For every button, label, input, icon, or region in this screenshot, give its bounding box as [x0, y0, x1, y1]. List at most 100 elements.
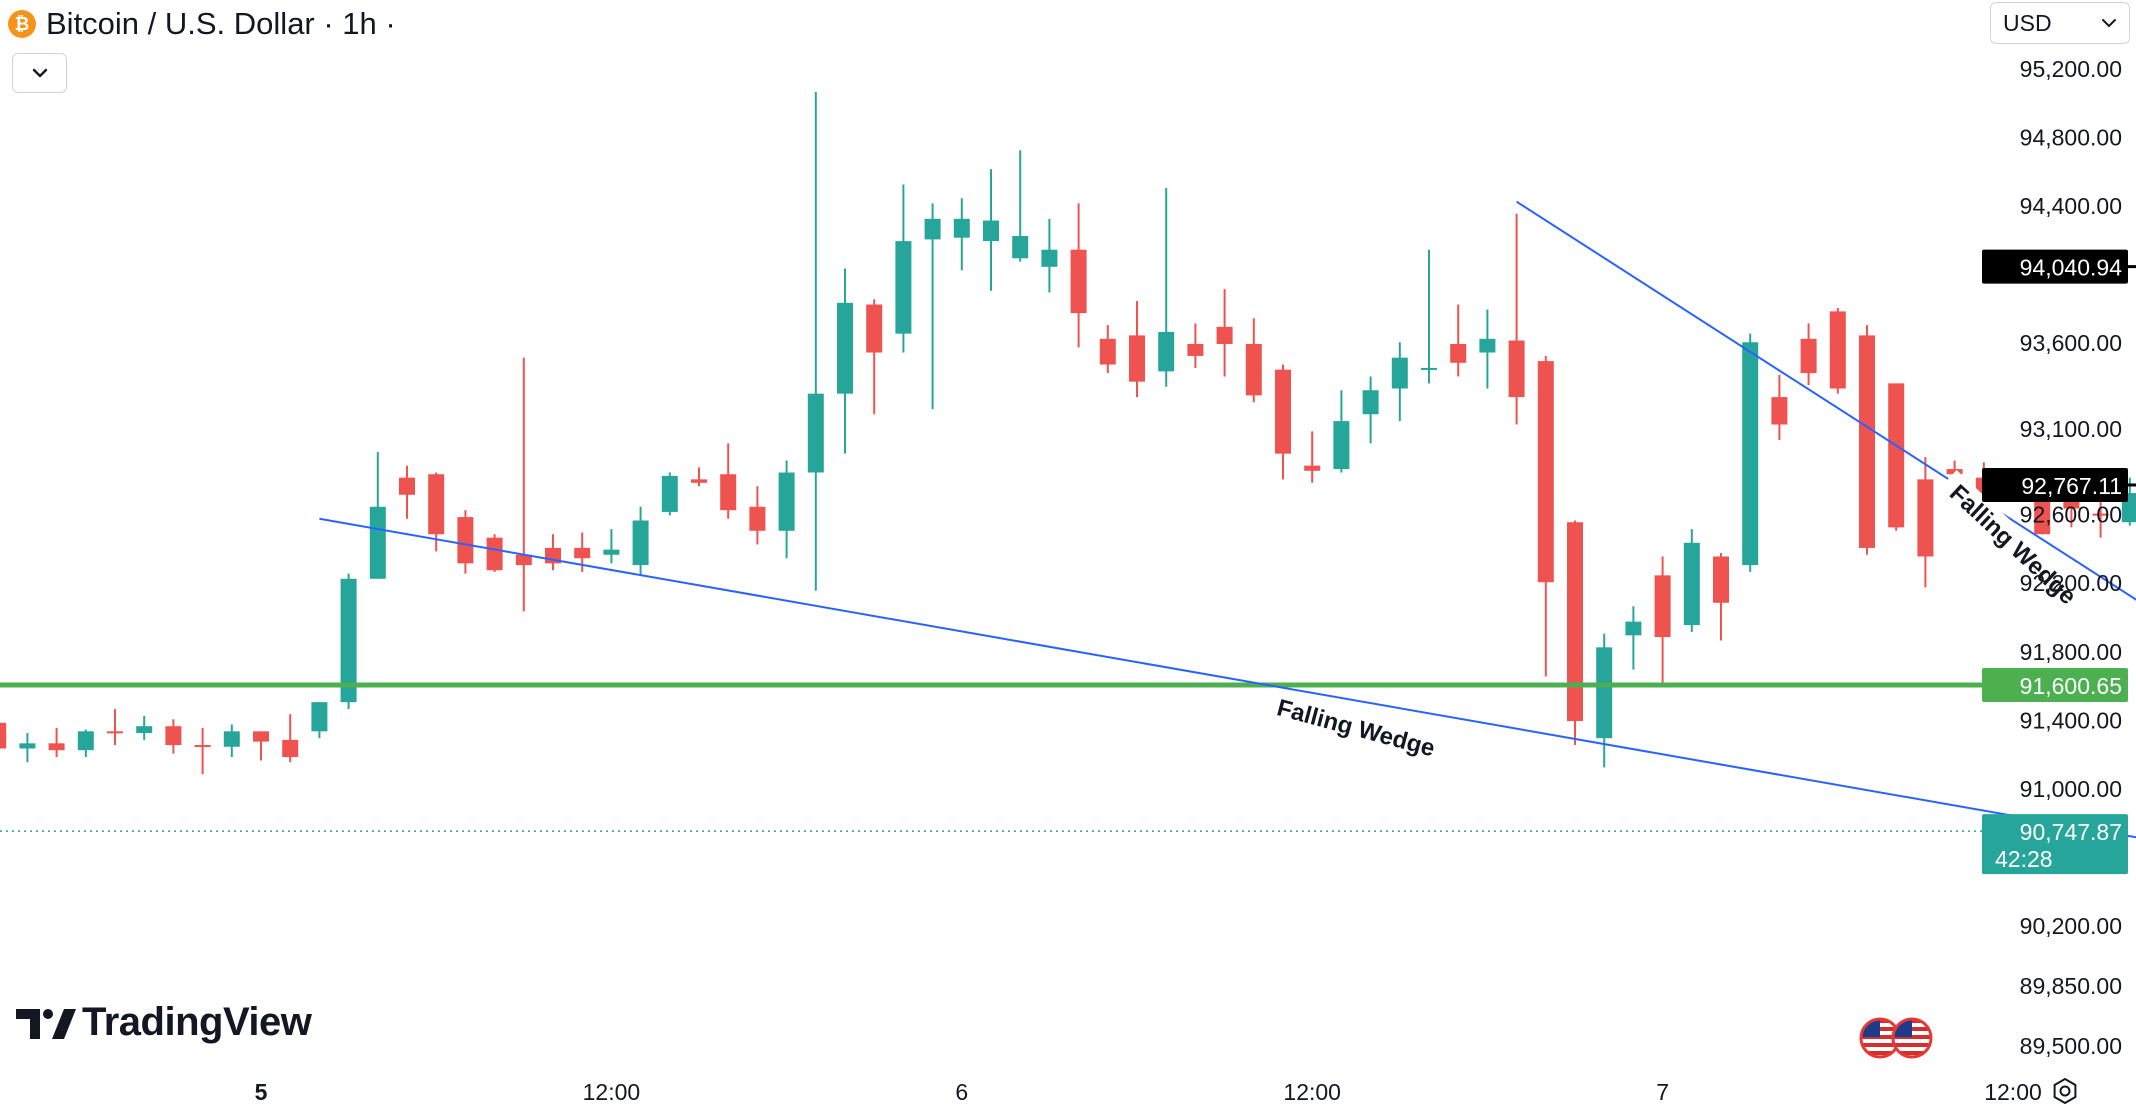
candle [340, 573, 357, 710]
price-tick-label: 93,600.00 [2020, 330, 2122, 356]
candle [603, 529, 620, 564]
candle-body [866, 304, 883, 353]
candle-body [48, 743, 65, 751]
support-badge-text: 91,600.65 [2020, 673, 2122, 699]
us-flag-icon[interactable] [1858, 1015, 1938, 1061]
logo-text: TradingView [82, 1000, 312, 1044]
currency-selector[interactable]: USD [1990, 2, 2130, 44]
candle-body [1946, 469, 1963, 475]
candle [1245, 318, 1262, 403]
time-tick-label: 12:00 [1283, 1079, 1341, 1105]
candle [1099, 325, 1116, 374]
candle-body [1245, 343, 1262, 396]
candle [48, 727, 65, 758]
candle [545, 534, 561, 571]
candle-body [1537, 361, 1554, 583]
candle [1216, 289, 1233, 377]
bitcoin-icon: ₿ [8, 10, 36, 38]
price-axis[interactable]: 95,200.00 94,800.00 94,400.00 93,600.00 93,1… [1982, 56, 2128, 1059]
wedge-upper-line[interactable] [1516, 200, 2136, 877]
candle-body [1099, 338, 1116, 365]
candle [1421, 249, 1437, 384]
candle [77, 729, 94, 758]
candle [515, 357, 532, 612]
candles-layer [0, 91, 2136, 775]
candle [136, 715, 153, 740]
last-price-badge-countdown: 42:28 [1995, 846, 2053, 872]
target2-badge-text: 92,767.11 [2021, 473, 2122, 499]
candle-body [1421, 367, 1437, 370]
candle-body [1275, 369, 1291, 454]
candle-body [223, 731, 240, 747]
price-tick-label: 91,400.00 [2020, 707, 2122, 733]
candle [1713, 553, 1729, 641]
candle [691, 467, 707, 487]
time-tick-label: 12:00 [1984, 1079, 2042, 1105]
candle [1683, 529, 1700, 632]
candle [661, 472, 678, 516]
candle-body [661, 475, 678, 512]
price-tick-label: 91,000.00 [2020, 776, 2122, 802]
candle [0, 722, 7, 749]
candle-body [1917, 479, 1934, 557]
candle-body [1859, 335, 1875, 548]
price-tick-label: 92,600.00 [2020, 502, 2122, 528]
candle [866, 299, 883, 415]
candle-body [77, 731, 94, 751]
collapse-legend-button[interactable] [12, 53, 67, 93]
candle [428, 472, 445, 552]
price-tick-label: 92,200.00 [2020, 570, 2122, 596]
candle [282, 714, 299, 763]
candle-body [691, 479, 707, 483]
candle-body [1771, 397, 1788, 425]
candle-body [369, 506, 386, 579]
candle-body [1567, 522, 1583, 722]
candle-body [1216, 326, 1233, 344]
candle-body [19, 743, 36, 749]
candle [1596, 633, 1613, 768]
candle [1129, 301, 1145, 398]
candle [1450, 304, 1467, 377]
candle-body [165, 726, 182, 746]
candle-body [983, 220, 999, 242]
candle-body [2063, 499, 2080, 509]
candle-body [895, 241, 912, 334]
candle [632, 506, 649, 576]
candle-body [953, 218, 970, 238]
support-badge: 91,600.65 [1982, 667, 2128, 702]
tradingview-logo[interactable]: TradingView [16, 1000, 312, 1045]
candle [1275, 364, 1291, 480]
candle [165, 719, 182, 754]
candle-body [1625, 621, 1642, 636]
candle [924, 203, 941, 410]
candle [953, 198, 970, 271]
candle-body [1362, 390, 1379, 415]
candle-body [720, 474, 737, 511]
gear-icon[interactable] [2050, 1076, 2080, 1106]
price-tick-label: 93,100.00 [2020, 416, 2122, 442]
candle [223, 724, 240, 758]
candle-body [1391, 357, 1408, 389]
candle-body [253, 731, 269, 742]
candle [311, 702, 328, 739]
candle [778, 460, 795, 559]
candle-body [1187, 343, 1204, 356]
candle [1567, 520, 1583, 746]
candle-body [1800, 338, 1817, 374]
target1-badge-text: 94,040.94 [2020, 255, 2123, 281]
symbol-header[interactable]: ₿ Bitcoin / U.S. Dollar · 1h · [8, 4, 396, 44]
candle-body [1304, 465, 1321, 471]
candle [1187, 323, 1204, 368]
candle [1771, 374, 1788, 440]
candle [399, 465, 415, 519]
candle-body [574, 547, 591, 559]
symbol-title[interactable]: Bitcoin / U.S. Dollar · 1h · [46, 6, 396, 41]
candle [1917, 457, 1934, 588]
candle-body [778, 472, 795, 531]
wedge-lower-line[interactable] [319, 517, 2136, 908]
candle [1012, 150, 1029, 262]
